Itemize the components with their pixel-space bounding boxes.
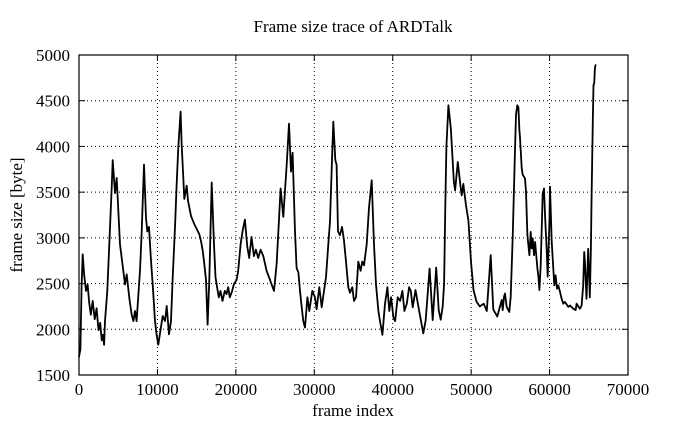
y-tick-label: 2000 [36, 320, 70, 339]
data-line [78, 64, 597, 358]
x-tick-label: 70000 [607, 380, 650, 399]
x-tick-label: 20000 [215, 380, 258, 399]
y-tick-label: 4000 [36, 137, 70, 156]
y-axis-label: frame size [byte] [7, 157, 26, 273]
x-tick-label: 30000 [293, 380, 336, 399]
x-tick-label: 60000 [528, 380, 571, 399]
x-axis-label: frame index [312, 401, 394, 420]
x-tick-label: 50000 [450, 380, 493, 399]
y-tick-label: 5000 [36, 46, 70, 65]
y-tick-label: 2500 [36, 275, 70, 294]
y-tick-label: 3000 [36, 229, 70, 248]
x-tick-label: 10000 [136, 380, 179, 399]
y-tick-label: 3500 [36, 183, 70, 202]
x-tick-label: 0 [75, 380, 84, 399]
y-tick-label: 1500 [36, 366, 70, 385]
x-tick-label: 40000 [371, 380, 414, 399]
y-tick-label: 4500 [36, 92, 70, 111]
chart-title: Frame size trace of ARDTalk [253, 17, 453, 36]
plot-border [78, 54, 629, 376]
